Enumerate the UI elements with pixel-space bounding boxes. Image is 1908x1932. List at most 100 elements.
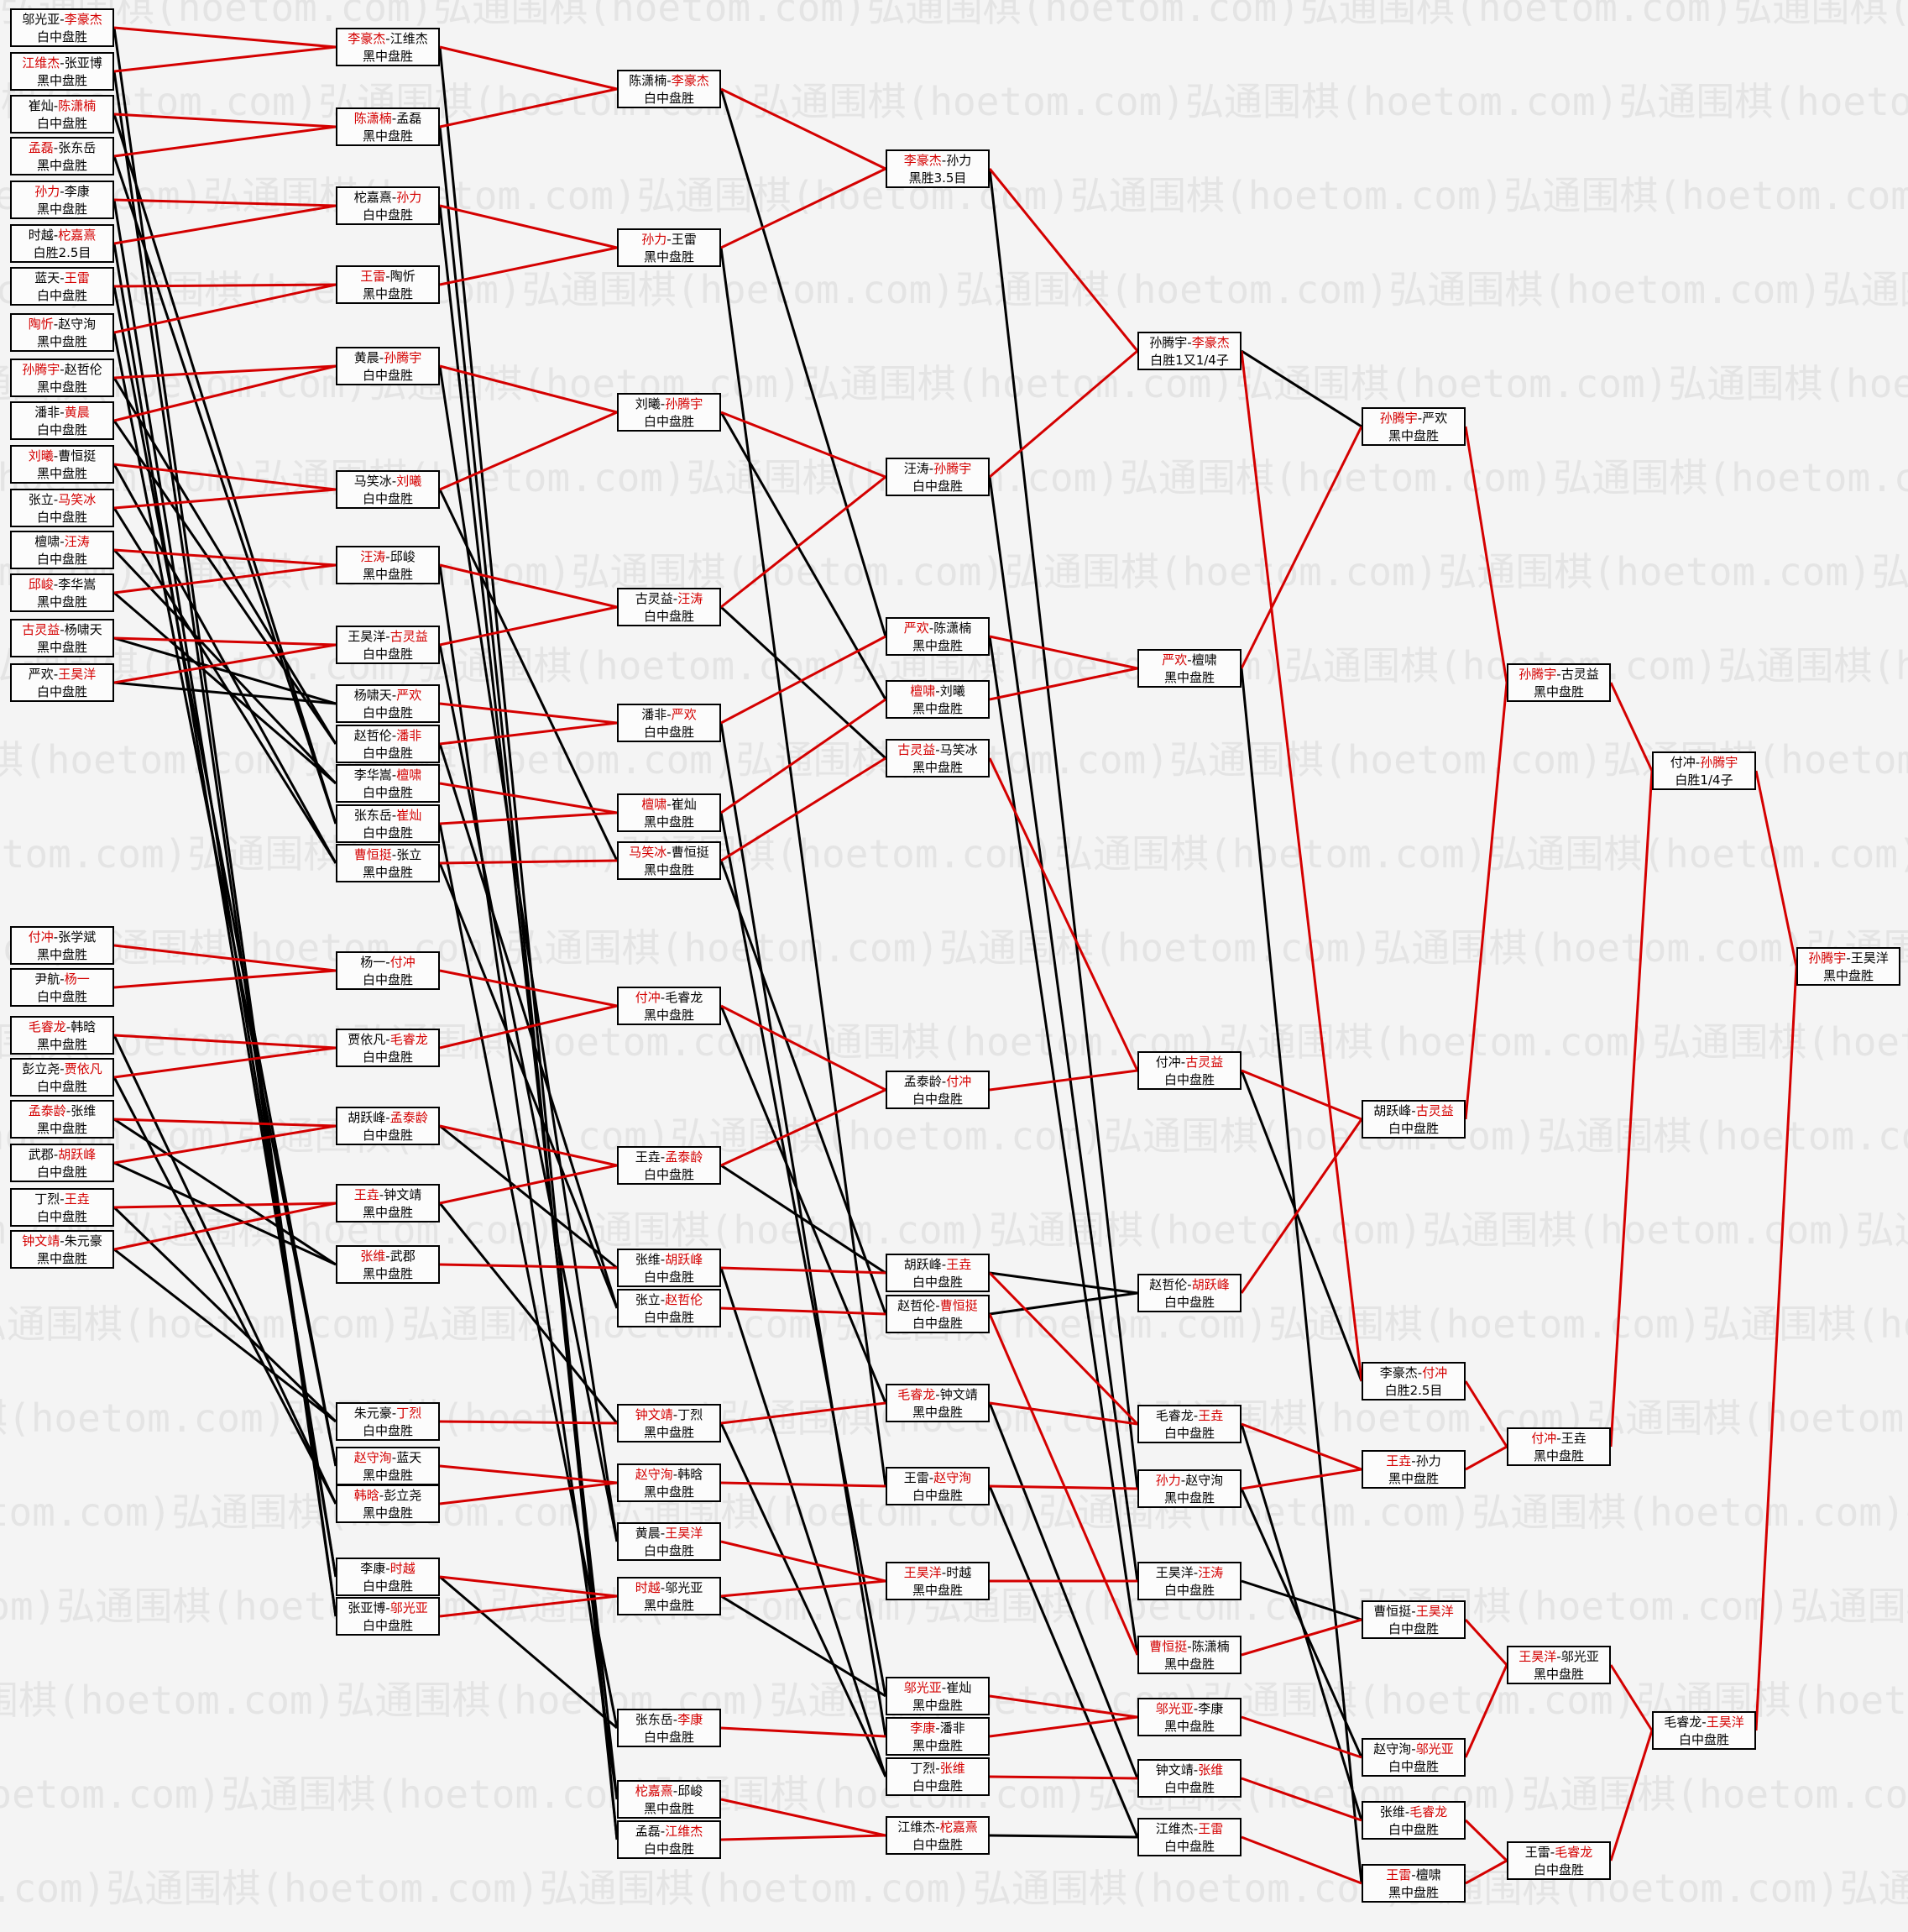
white-player: 陈潇楠 <box>933 620 972 636</box>
game-players: 尹航-杨一 <box>12 971 112 988</box>
vs-dash: - <box>385 955 390 970</box>
vs-dash: - <box>660 1580 666 1595</box>
loser-line <box>719 1422 887 1778</box>
winner-line <box>989 1069 1138 1092</box>
game-box-r5-5: 毛睿龙-王垚 白中盘胜 <box>1137 1405 1242 1443</box>
white-player: 李华嵩 <box>58 577 97 592</box>
loser-line <box>719 88 887 637</box>
game-players: 李华嵩-檀啸 <box>337 767 438 784</box>
white-player: 邱峻 <box>677 1783 703 1798</box>
game-result: 黑中盘胜 <box>36 158 87 173</box>
winner-line <box>720 1540 886 1583</box>
white-player: 王昊洋 <box>665 1526 703 1541</box>
loser-line <box>988 476 1139 1582</box>
white-player: 杨啸天 <box>64 622 102 637</box>
game-box-r2-9: 杨啸天-严欢 白中盘胜 <box>336 684 440 723</box>
game-players: 钟文靖-丁烈 <box>619 1406 719 1424</box>
white-player: 柁嘉熹 <box>58 228 97 243</box>
white-player: 钟文靖 <box>939 1387 978 1402</box>
vs-dash: - <box>379 1187 384 1202</box>
game-box-r3-6: 檀啸-崔灿 黑中盘胜 <box>617 793 721 832</box>
white-player: 孟磊 <box>396 111 422 126</box>
black-player: 邱峻 <box>28 577 54 592</box>
winner-lines-group <box>113 26 1798 1885</box>
vs-dash: - <box>1695 755 1701 770</box>
game-players: 赵守洵-邬光亚 <box>1363 1741 1464 1758</box>
game-box-r2-2: 陈潇楠-孟磊 黑中盘胜 <box>336 107 440 146</box>
game-players: 严欢-檀啸 <box>1139 652 1240 669</box>
game-result: 白中盘胜 <box>362 491 413 506</box>
black-player: 孙腾宇 <box>1379 411 1418 426</box>
vs-dash: - <box>666 845 672 860</box>
white-player: 武郡 <box>389 1249 416 1264</box>
game-result: 白中盘胜 <box>36 288 87 303</box>
game-box-r6-6: 赵守洵-邬光亚 白中盘胜 <box>1362 1738 1466 1777</box>
black-player: 孙力 <box>1155 1473 1181 1488</box>
game-players: 李豪杰-孙力 <box>887 152 988 170</box>
black-player: 王昊洋 <box>348 629 386 644</box>
game-box-r6-1: 孙腾宇-严欢 黑中盘胜 <box>1362 407 1466 446</box>
vs-dash: - <box>391 1450 397 1465</box>
black-player: 张东岳 <box>635 1712 673 1727</box>
black-player: 孟泰龄 <box>28 1103 66 1118</box>
black-player: 丁烈 <box>910 1761 936 1776</box>
game-players: 付冲-张学斌 <box>12 929 112 946</box>
vs-dash: - <box>1411 1867 1416 1882</box>
white-player: 付冲 <box>946 1074 972 1089</box>
game-players: 武郡-胡跃峰 <box>12 1146 112 1164</box>
game-players: 柁嘉熹-邱峻 <box>619 1783 719 1800</box>
loser-line <box>112 507 337 864</box>
game-box-r5-7: 王昊洋-汪涛 白中盘胜 <box>1137 1562 1242 1600</box>
winner-line <box>1464 426 1508 683</box>
black-player: 邬光亚 <box>1155 1701 1194 1716</box>
white-player: 李康 <box>64 184 90 199</box>
black-player: 张立 <box>28 492 54 507</box>
game-box-r5-3: 付冲-古灵益 白中盘胜 <box>1137 1051 1242 1090</box>
game-box-r4-8: 赵哲伦-曹恒挺 白中盘胜 <box>886 1295 990 1333</box>
winner-line <box>1465 1445 1508 1471</box>
game-result: 白中盘胜 <box>912 1316 963 1331</box>
winner-line <box>113 1124 337 1165</box>
white-player: 时越 <box>389 1561 416 1576</box>
game-players: 贾依凡-毛睿龙 <box>337 1031 438 1049</box>
vs-dash: - <box>1411 1453 1416 1469</box>
black-player: 孟泰龄 <box>903 1074 942 1089</box>
game-result: 白中盘胜 <box>643 1270 694 1285</box>
loser-line <box>719 1005 887 1404</box>
white-player: 严欢 <box>1422 411 1448 426</box>
black-player: 尹航 <box>34 971 60 987</box>
loser-line <box>719 860 887 1315</box>
black-player: 毛睿龙 <box>1155 1408 1194 1423</box>
vs-dash: - <box>1187 652 1192 668</box>
game-result: 黑中盘胜 <box>643 862 694 877</box>
vs-dash: - <box>1411 1741 1416 1757</box>
black-player: 曹恒挺 <box>1149 1639 1188 1654</box>
game-result: 白中盘胜 <box>36 1209 87 1224</box>
loser-line <box>112 377 337 745</box>
loser-line <box>1241 1579 1362 1621</box>
game-result: 黑中盘胜 <box>362 286 413 301</box>
white-player: 檀啸 <box>1191 652 1217 668</box>
game-box-r1-10: 潘非-黄晨 白中盘胜 <box>10 401 114 440</box>
game-result: 白中盘胜 <box>1388 1121 1439 1136</box>
winner-line <box>439 364 618 414</box>
white-player: 王雷 <box>64 270 90 285</box>
black-player: 付冲 <box>635 990 661 1005</box>
game-players: 胡跃峰-古灵益 <box>1363 1102 1464 1120</box>
white-player: 付冲 <box>1422 1365 1448 1380</box>
game-result: 黑中盘胜 <box>912 760 963 775</box>
loser-line <box>719 722 887 1737</box>
loser-line <box>112 548 337 785</box>
game-players: 赵哲伦-曹恒挺 <box>887 1297 988 1315</box>
loser-line <box>988 636 1139 1656</box>
game-result: 白中盘胜 <box>912 1837 963 1852</box>
game-box-r6-7: 张维-毛睿龙 白中盘胜 <box>1362 1801 1466 1840</box>
game-box-r1-4: 孟磊-张东岳 黑中盘胜 <box>10 137 114 175</box>
winner-line <box>439 702 618 725</box>
black-player: 毛睿龙 <box>1664 1715 1702 1730</box>
game-players: 朱元豪-丁烈 <box>337 1405 438 1422</box>
white-player: 王昊洋 <box>58 667 97 682</box>
game-result: 黑中盘胜 <box>1163 670 1215 685</box>
game-players: 张维-毛睿龙 <box>1363 1804 1464 1821</box>
winner-line <box>113 944 337 972</box>
